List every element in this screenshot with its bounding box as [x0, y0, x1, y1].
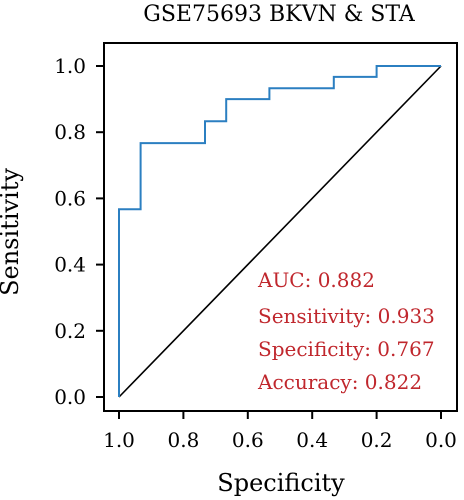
metric-annotation: Sensitivity: 0.933: [258, 304, 435, 328]
plot-frame: [103, 42, 458, 412]
x-tick-label: 1.0: [103, 428, 135, 452]
metric-annotation: AUC: 0.882: [257, 268, 375, 292]
y-axis-title: Sensitivity: [0, 168, 24, 296]
chart-title: GSE75693 BKVN & STA: [143, 2, 416, 27]
x-tick-label: 0.2: [361, 428, 393, 452]
metric-annotation: Specificity: 0.767: [258, 337, 435, 361]
diagonal-reference-line: [118, 65, 442, 398]
x-tick-label: 0.6: [232, 428, 264, 452]
x-tick-label: 0.0: [425, 428, 457, 452]
y-tick-label: 1.0: [54, 54, 86, 78]
y-tick-label: 0.8: [54, 120, 86, 144]
roc-curve-0: [118, 65, 441, 397]
y-tick-label: 0.2: [54, 319, 86, 343]
y-tick-label: 0.0: [54, 385, 86, 409]
y-tick-label: 0.6: [54, 186, 86, 210]
x-tick-label: 0.4: [296, 428, 328, 452]
y-tick-label: 0.4: [54, 253, 86, 277]
plot-area: 1.0 0.8 0.6 0.4 0.2 0.0 0.0 0.2 0.4 0.6 0.8 1.0 AUC:…: [54, 42, 458, 452]
x-axis-title: Specificity: [217, 469, 345, 497]
x-tick-label: 0.8: [167, 428, 199, 452]
metric-annotation: Accuracy: 0.822: [257, 370, 422, 394]
